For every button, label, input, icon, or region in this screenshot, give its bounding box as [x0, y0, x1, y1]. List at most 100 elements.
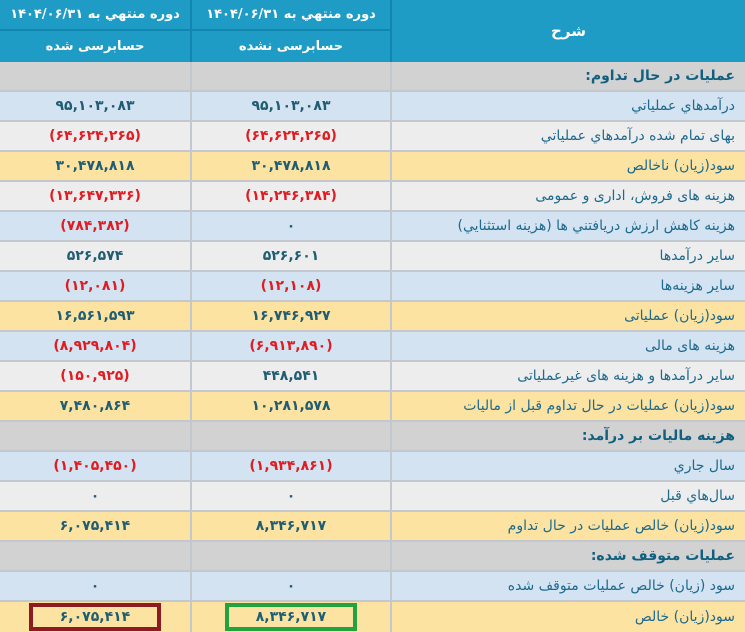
cell-value: ۶,۰۷۵,۴۱۴ — [59, 518, 131, 534]
header-audited-column: دوره منتهي به ۱۴۰۴/۰۶/۳۱ حسابرسی شده — [0, 0, 190, 62]
cell-value: (۶,۹۱۳,۸۹۰) — [249, 338, 333, 354]
empty-cell — [0, 542, 190, 570]
unaudited-value-cell: ۰ — [190, 482, 390, 510]
cell-value: (۱۳,۶۴۷,۳۳۶) — [49, 188, 141, 204]
empty-cell — [190, 422, 390, 450]
row-label: سود(زیان) عملیاتی — [390, 302, 745, 330]
row-label: سود(زیان) ناخالص — [390, 152, 745, 180]
header-unaudited-status: حسابرسی نشده — [238, 39, 344, 54]
audited-value-cell: (۱,۴۰۵,۴۵۰) — [0, 452, 190, 480]
cell-value: (۱۴,۲۴۶,۳۸۴) — [245, 188, 337, 204]
cell-value: ۳۰,۴۷۸,۸۱۸ — [55, 158, 135, 174]
cell-value: ۰ — [286, 218, 296, 234]
cell-value: ۹۵,۱۰۳,۰۸۳ — [251, 98, 331, 114]
audited-value-cell: (۶۴,۶۲۴,۲۶۵) — [0, 122, 190, 150]
cell-value: (۶۴,۶۲۴,۲۶۵) — [245, 128, 337, 144]
cell-value: (۶۴,۶۲۴,۲۶۵) — [49, 128, 141, 144]
section-label: عملیات در حال تداوم: — [390, 62, 745, 90]
audited-value-cell: ۰ — [0, 572, 190, 600]
unaudited-value-cell: ۸,۳۴۶,۷۱۷ — [190, 512, 390, 540]
highlighted-darkred-value: ۶,۰۷۵,۴۱۴ — [29, 603, 161, 631]
unaudited-value-cell: ۰ — [190, 212, 390, 240]
unaudited-value-cell: ۹۵,۱۰۳,۰۸۳ — [190, 92, 390, 120]
table-row: سود(زیان) خالص عملیات در حال تداوم ۸,۳۴۶,… — [0, 512, 745, 542]
audited-value-cell: (۱۳,۶۴۷,۳۳۶) — [0, 182, 190, 210]
unaudited-value-cell: ۰ — [190, 572, 390, 600]
audited-value-cell: ۹۵,۱۰۳,۰۸۳ — [0, 92, 190, 120]
table-row: سود(زیان) ناخالص ۳۰,۴۷۸,۸۱۸ ۳۰,۴۷۸,۸۱۸ — [0, 152, 745, 182]
cell-value: ۰ — [90, 578, 100, 594]
row-label: سایر درآمدها — [390, 242, 745, 270]
section-label: هزینه مالیات بر درآمد: — [390, 422, 745, 450]
unaudited-value-cell: ۸,۳۴۶,۷۱۷ — [190, 602, 390, 632]
cell-value: ۱۶,۷۴۶,۹۲۷ — [251, 308, 331, 324]
cell-value: ۰ — [286, 578, 296, 594]
cell-value: (۷۸۴,۳۸۲) — [60, 218, 130, 234]
cell-value: ۰ — [286, 488, 296, 504]
table-row: بهای تمام شده درآمدهاي عملياتي (۶۴,۶۲۴,۲۶… — [0, 122, 745, 152]
audited-value-cell: ۵۲۶,۵۷۴ — [0, 242, 190, 270]
empty-cell — [190, 62, 390, 90]
cell-value: (۸,۹۲۹,۸۰۴) — [53, 338, 137, 354]
audited-value-cell: ۱۶,۵۶۱,۵۹۳ — [0, 302, 190, 330]
row-label: سایر درآمدها و هزینه های غیرعملیاتی — [390, 362, 745, 390]
section-label: عملیات متوقف شده: — [390, 542, 745, 570]
cell-value: ۷,۴۸۰,۸۶۴ — [59, 398, 131, 414]
cell-value: ۵۲۶,۶۰۱ — [262, 248, 320, 264]
row-label: درآمدهاي عملياتي — [390, 92, 745, 120]
header-audited-status: حسابرسی شده — [45, 39, 145, 54]
table-row: سال‌هاي قبل ۰ ۰ — [0, 482, 745, 512]
unaudited-value-cell: (۱۴,۲۴۶,۳۸۴) — [190, 182, 390, 210]
unaudited-value-cell: ۱۶,۷۴۶,۹۲۷ — [190, 302, 390, 330]
row-label: سود(زیان) عملیات در حال تداوم قبل از مال… — [390, 392, 745, 420]
row-label: سود(زیان) خالص — [390, 602, 745, 632]
audited-value-cell: (۱۲,۰۸۱) — [0, 272, 190, 300]
audited-value-cell: ۰ — [0, 482, 190, 510]
audited-value-cell: (۷۸۴,۳۸۲) — [0, 212, 190, 240]
audited-value-cell: ۳۰,۴۷۸,۸۱۸ — [0, 152, 190, 180]
table-row: سود (زیان) خالص عملیات متوقف شده ۰ ۰ — [0, 572, 745, 602]
table-row: هزینه های فروش، اداری و عمومی (۱۴,۲۴۶,۳۸۴… — [0, 182, 745, 212]
row-label: سود (زیان) خالص عملیات متوقف شده — [390, 572, 745, 600]
header-unaudited-period: دوره منتهي به ۱۴۰۴/۰۶/۳۱ — [192, 0, 390, 31]
table-row: سایر درآمدها و هزینه های غیرعملیاتی ۴۴۸,۵… — [0, 362, 745, 392]
table-row: هزینه کاهش ارزش دریافتني ها (هزینه استثن… — [0, 212, 745, 242]
row-label: سال جاري — [390, 452, 745, 480]
row-label: سود(زیان) خالص عملیات در حال تداوم — [390, 512, 745, 540]
unaudited-value-cell: ۳۰,۴۷۸,۸۱۸ — [190, 152, 390, 180]
header-audited-period: دوره منتهي به ۱۴۰۴/۰۶/۳۱ — [0, 0, 190, 31]
row-label: هزینه های فروش، اداری و عمومی — [390, 182, 745, 210]
cell-value: ۴۴۸,۵۴۱ — [262, 368, 320, 384]
unaudited-value-cell: (۱۲,۱۰۸) — [190, 272, 390, 300]
unaudited-value-cell: (۱,۹۳۴,۸۶۱) — [190, 452, 390, 480]
table-row: هزینه های مالی (۶,۹۱۳,۸۹۰) (۸,۹۲۹,۸۰۴) — [0, 332, 745, 362]
cell-value: (۱۲,۱۰۸) — [260, 278, 322, 294]
cell-value: (۱۲,۰۸۱) — [64, 278, 126, 294]
highlighted-green-value: ۸,۳۴۶,۷۱۷ — [225, 603, 357, 631]
table-row: سایر هزینه‌ها (۱۲,۱۰۸) (۱۲,۰۸۱) — [0, 272, 745, 302]
audited-value-cell: ۷,۴۸۰,۸۶۴ — [0, 392, 190, 420]
header-description-column: شرح — [390, 0, 745, 62]
header-unaudited-column: دوره منتهي به ۱۴۰۴/۰۶/۳۱ حسابرسی نشده — [190, 0, 390, 62]
audited-value-cell: ۶,۰۷۵,۴۱۴ — [0, 602, 190, 632]
row-label: هزینه کاهش ارزش دریافتني ها (هزینه استثن… — [390, 212, 745, 240]
row-label: بهای تمام شده درآمدهاي عملياتي — [390, 122, 745, 150]
cell-value: ۵۲۶,۵۷۴ — [66, 248, 124, 264]
empty-cell — [0, 422, 190, 450]
cell-value: ۳۰,۴۷۸,۸۱۸ — [251, 158, 331, 174]
cell-value: ۹۵,۱۰۳,۰۸۳ — [55, 98, 135, 114]
table-row: سال جاري (۱,۹۳۴,۸۶۱) (۱,۴۰۵,۴۵۰) — [0, 452, 745, 482]
unaudited-value-cell: ۱۰,۲۸۱,۵۷۸ — [190, 392, 390, 420]
cell-value: (۱۵۰,۹۲۵) — [60, 368, 130, 384]
table-row: سود(زیان) خالص ۸,۳۴۶,۷۱۷ ۶,۰۷۵,۴۱۴ — [0, 602, 745, 632]
cell-value: (۱,۴۰۵,۴۵۰) — [53, 458, 137, 474]
table-row: سود(زیان) عملیاتی ۱۶,۷۴۶,۹۲۷ ۱۶,۵۶۱,۵۹۳ — [0, 302, 745, 332]
cell-value: (۱,۹۳۴,۸۶۱) — [249, 458, 333, 474]
section-row: عملیات در حال تداوم: — [0, 62, 745, 92]
section-row: هزینه مالیات بر درآمد: — [0, 422, 745, 452]
audited-value-cell: ۶,۰۷۵,۴۱۴ — [0, 512, 190, 540]
row-label: سایر هزینه‌ها — [390, 272, 745, 300]
audited-value-cell: (۱۵۰,۹۲۵) — [0, 362, 190, 390]
row-label: سال‌هاي قبل — [390, 482, 745, 510]
